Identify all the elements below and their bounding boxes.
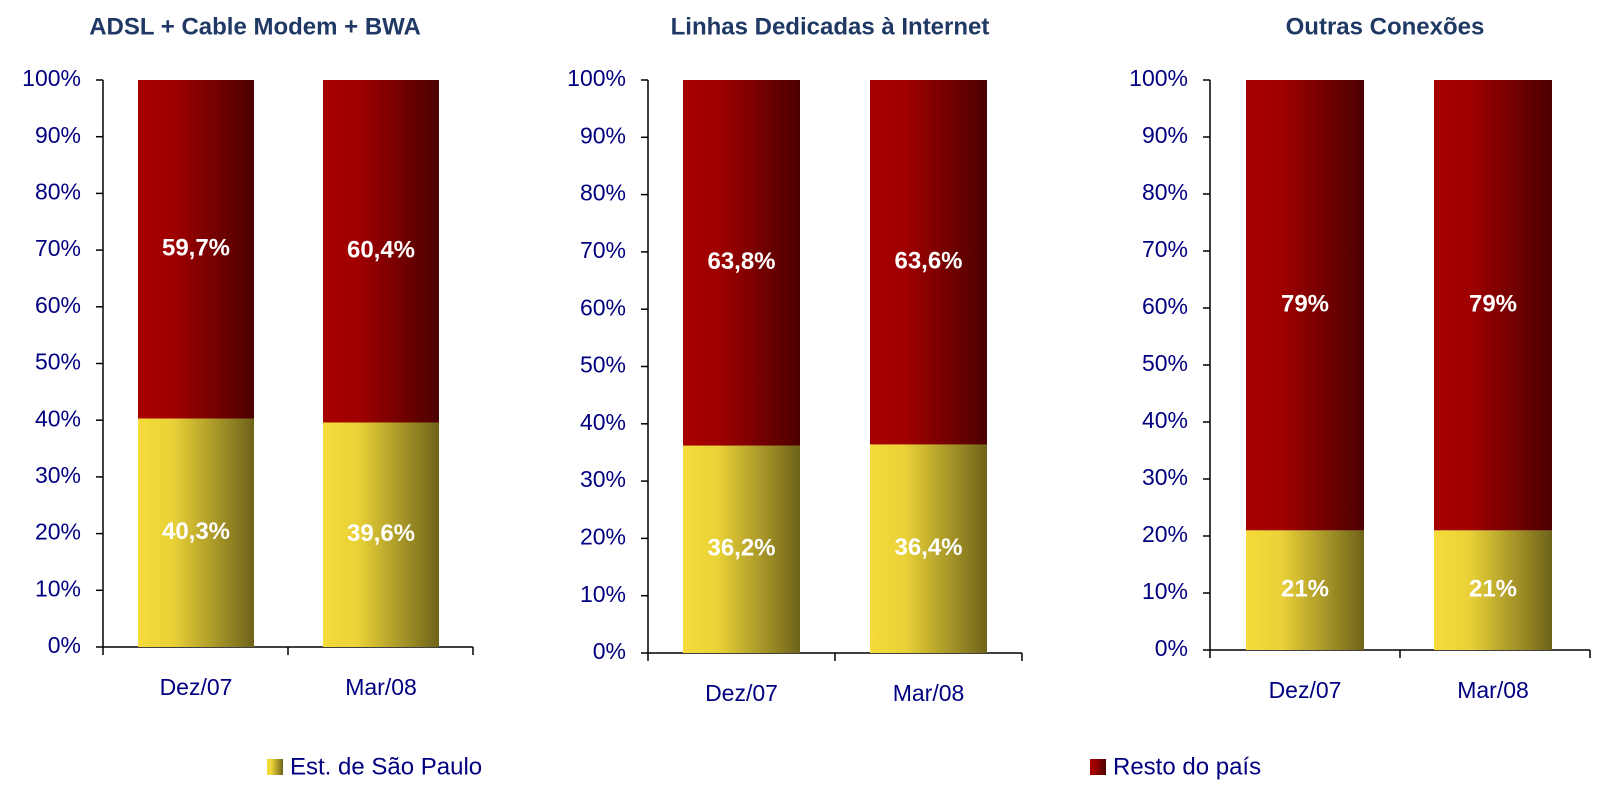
y-tick-label: 90% [1142, 122, 1188, 148]
bar-shade [870, 80, 987, 445]
y-tick-label: 60% [35, 292, 81, 318]
bar-shade [870, 444, 987, 653]
bar-shade [323, 422, 439, 647]
y-tick-label: 30% [580, 466, 626, 492]
data-label: 21% [1281, 575, 1329, 602]
y-tick-label: 40% [1142, 407, 1188, 433]
y-tick-label: 80% [35, 178, 81, 204]
x-tick-label: Mar/08 [893, 680, 965, 706]
y-tick-label: 70% [35, 235, 81, 261]
y-tick-label: 100% [567, 65, 626, 91]
bar-shade [138, 418, 254, 647]
y-tick-label: 20% [580, 523, 626, 549]
data-label: 60,4% [347, 237, 415, 264]
y-tick-label: 100% [22, 65, 81, 91]
bar-shade [323, 80, 439, 423]
y-tick-label: 10% [580, 581, 626, 607]
y-tick-label: 100% [1129, 65, 1188, 91]
legend-swatch-shade [267, 759, 283, 775]
y-tick-label: 10% [35, 575, 81, 601]
y-tick-label: 50% [1142, 350, 1188, 376]
chart-title: Linhas Dedicadas à Internet [671, 13, 990, 40]
x-tick-label: Dez/07 [1269, 677, 1342, 703]
y-tick-label: 70% [1142, 236, 1188, 262]
y-tick-label: 90% [35, 122, 81, 148]
data-label: 40,3% [162, 518, 230, 545]
bar-shade [683, 80, 800, 446]
y-tick-label: 30% [35, 462, 81, 488]
chart-title: Outras Conexões [1286, 13, 1485, 40]
x-tick-label: Mar/08 [345, 674, 417, 700]
y-tick-label: 50% [580, 352, 626, 378]
y-tick-label: 10% [1142, 578, 1188, 604]
data-label: 79% [1281, 290, 1329, 317]
legend-swatch-shade [1090, 759, 1106, 775]
legend-label: Resto do país [1113, 753, 1261, 780]
y-tick-label: 70% [580, 237, 626, 263]
x-tick-label: Dez/07 [705, 680, 778, 706]
data-label: 21% [1469, 575, 1517, 602]
data-label: 63,6% [894, 248, 962, 275]
y-tick-label: 60% [1142, 293, 1188, 319]
y-tick-label: 20% [1142, 521, 1188, 547]
bar-shade [1434, 80, 1552, 531]
y-tick-label: 50% [35, 349, 81, 375]
bar-shade [1246, 80, 1364, 531]
y-tick-label: 80% [1142, 179, 1188, 205]
y-tick-label: 0% [48, 632, 81, 658]
y-tick-label: 90% [580, 122, 626, 148]
data-label: 79% [1469, 290, 1517, 317]
data-label: 39,6% [347, 520, 415, 547]
data-label: 63,8% [707, 248, 775, 275]
bar-shade [683, 445, 800, 653]
chart-title: ADSL + Cable Modem + BWA [89, 13, 421, 40]
x-tick-label: Mar/08 [1457, 677, 1529, 703]
bar-shade [138, 80, 254, 419]
legend-label: Est. de São Paulo [290, 753, 482, 780]
data-label: 36,2% [707, 535, 775, 562]
y-tick-label: 0% [1155, 635, 1188, 661]
y-tick-label: 80% [580, 180, 626, 206]
y-tick-label: 40% [580, 409, 626, 435]
data-label: 59,7% [162, 235, 230, 262]
y-tick-label: 20% [35, 519, 81, 545]
y-tick-label: 60% [580, 294, 626, 320]
y-tick-label: 40% [35, 405, 81, 431]
y-tick-label: 30% [1142, 464, 1188, 490]
bar-shade [1246, 530, 1364, 650]
y-tick-label: 0% [593, 638, 626, 664]
bar-shade [1434, 530, 1552, 650]
x-tick-label: Dez/07 [160, 674, 233, 700]
data-label: 36,4% [894, 534, 962, 561]
